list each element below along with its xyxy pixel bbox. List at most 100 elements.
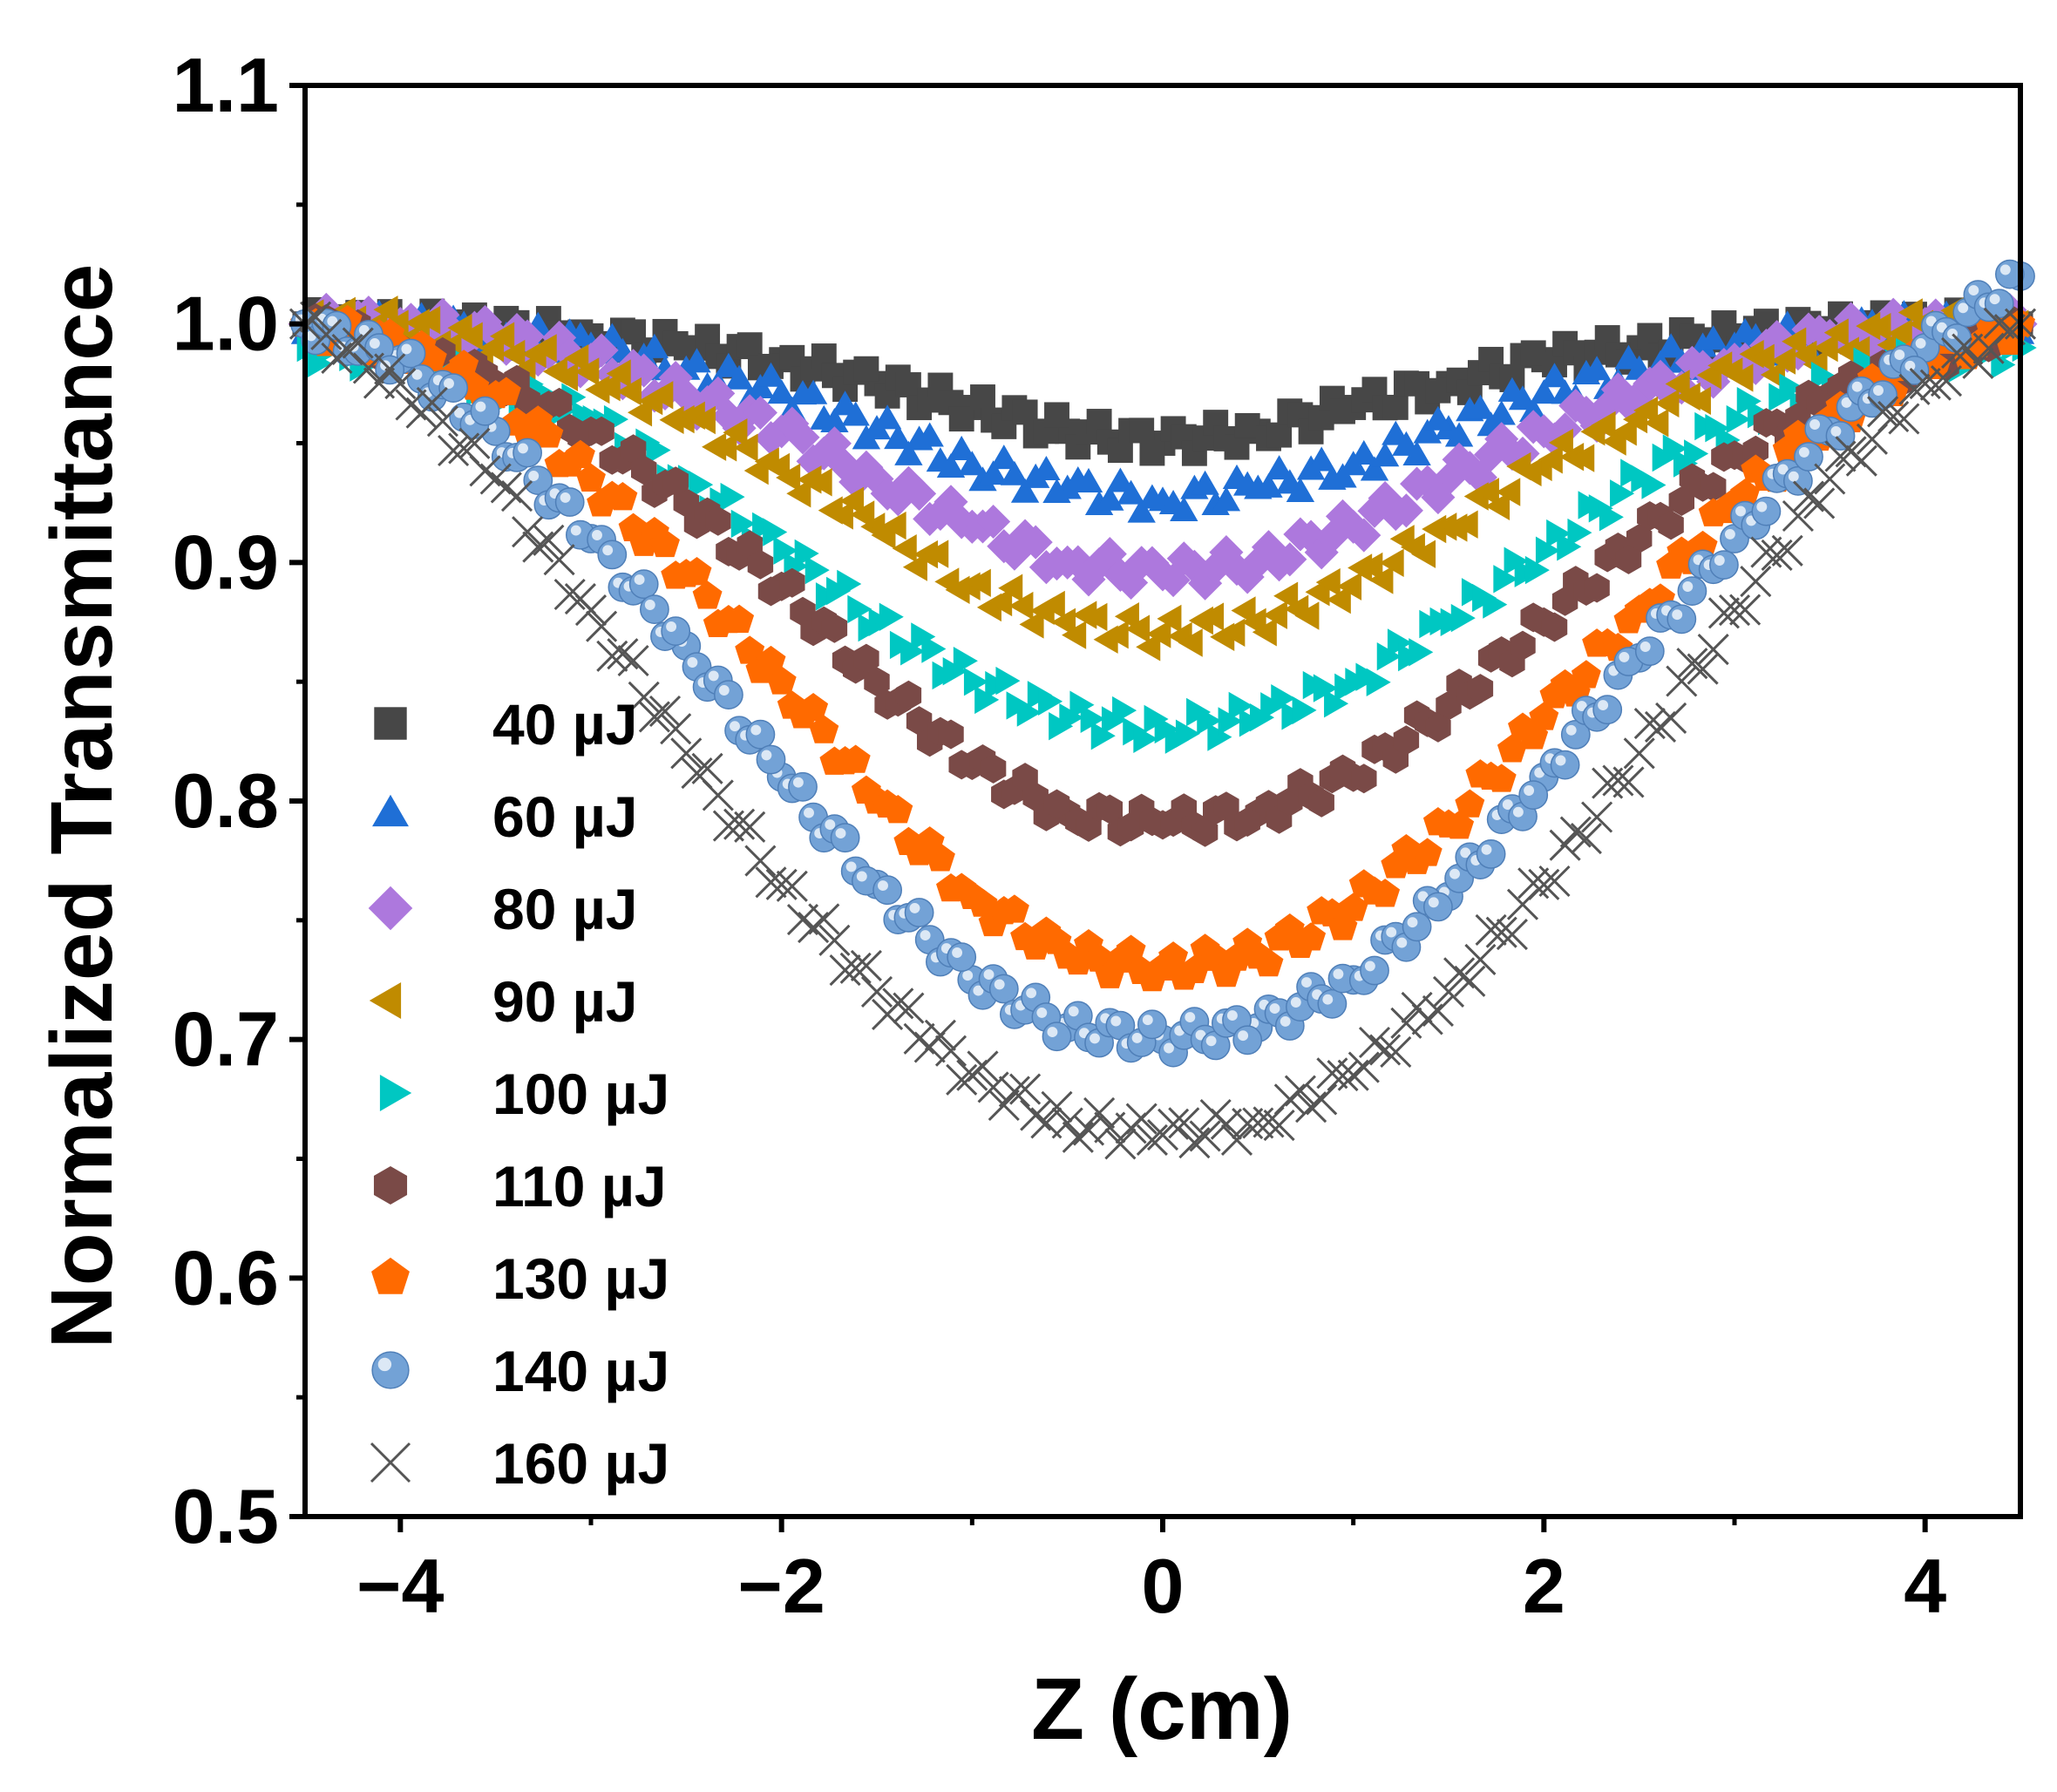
data-point bbox=[1042, 926, 1072, 954]
data-point bbox=[989, 445, 1018, 470]
data-point bbox=[1623, 737, 1655, 770]
data-point bbox=[1423, 892, 1453, 922]
data-point bbox=[1252, 618, 1277, 647]
data-point bbox=[1548, 412, 1583, 447]
data-point bbox=[342, 327, 374, 359]
data-point bbox=[1599, 503, 1624, 532]
data-point bbox=[974, 685, 1000, 715]
data-point bbox=[850, 949, 882, 981]
data-point bbox=[1855, 327, 1890, 363]
data-point bbox=[554, 487, 585, 517]
data-point bbox=[847, 594, 872, 624]
data-point bbox=[1137, 1009, 1167, 1040]
data-point bbox=[1655, 702, 1687, 734]
data-point bbox=[1329, 754, 1356, 784]
data-point bbox=[1030, 1107, 1062, 1139]
data-point bbox=[1633, 366, 1667, 401]
data-point bbox=[1467, 674, 1494, 704]
data-point bbox=[1168, 1107, 1200, 1139]
data-point bbox=[1009, 1073, 1042, 1105]
data-point bbox=[1570, 823, 1602, 855]
data-point bbox=[1326, 585, 1351, 614]
data-point bbox=[966, 568, 991, 597]
data-point bbox=[438, 373, 468, 404]
data-point bbox=[1410, 465, 1445, 499]
data-point bbox=[763, 518, 788, 546]
data-point bbox=[948, 750, 974, 780]
data-point bbox=[585, 375, 610, 404]
data-point bbox=[953, 647, 978, 675]
data-point bbox=[1749, 343, 1775, 372]
legend-item: 140 µJ bbox=[371, 1339, 669, 1403]
data-point bbox=[1166, 541, 1201, 576]
data-point bbox=[1071, 562, 1106, 597]
legend-marker bbox=[368, 886, 413, 931]
data-point bbox=[597, 540, 628, 570]
data-point bbox=[523, 465, 553, 495]
data-point bbox=[1198, 550, 1233, 585]
data-point bbox=[1452, 451, 1487, 485]
data-point bbox=[1425, 377, 1451, 404]
data-point bbox=[1041, 1090, 1073, 1123]
data-point bbox=[620, 434, 647, 465]
data-point bbox=[588, 416, 614, 446]
data-point bbox=[879, 602, 904, 631]
data-point bbox=[1537, 422, 1572, 457]
data-point bbox=[426, 405, 458, 438]
data-point bbox=[1234, 807, 1260, 837]
data-point bbox=[1062, 621, 1087, 649]
data-point bbox=[1485, 916, 1517, 948]
data-point bbox=[1158, 941, 1189, 970]
data-point bbox=[1074, 467, 1103, 492]
data-point bbox=[839, 486, 865, 515]
data-point bbox=[1668, 486, 1695, 516]
data-point bbox=[1584, 573, 1610, 603]
data-point bbox=[1412, 838, 1443, 866]
data-point bbox=[1483, 590, 1508, 619]
data-point bbox=[904, 898, 934, 927]
data-point bbox=[1740, 566, 1772, 598]
data-point bbox=[820, 408, 849, 433]
data-point bbox=[1600, 372, 1635, 407]
series-160-J bbox=[289, 301, 2037, 1160]
data-point bbox=[1602, 764, 1634, 797]
data-point bbox=[1360, 955, 1389, 986]
data-point bbox=[1518, 721, 1549, 750]
data-point bbox=[640, 333, 669, 358]
data-point bbox=[1103, 621, 1129, 649]
data-point bbox=[1641, 471, 1667, 499]
data-point bbox=[944, 505, 979, 540]
data-point bbox=[1994, 259, 2025, 289]
data-point bbox=[1615, 544, 1642, 574]
data-point bbox=[1348, 1051, 1380, 1083]
data-point bbox=[947, 942, 977, 972]
data-point bbox=[1039, 546, 1075, 581]
data-point bbox=[712, 433, 737, 462]
data-point bbox=[661, 616, 691, 646]
legend-marker bbox=[373, 1166, 408, 1205]
data-point bbox=[1042, 1022, 1072, 1052]
data-point bbox=[458, 322, 483, 350]
data-point bbox=[1887, 319, 1912, 348]
data-point bbox=[1444, 811, 1475, 839]
data-point bbox=[1475, 913, 1507, 946]
data-point bbox=[1919, 369, 1952, 401]
data-point bbox=[1038, 687, 1063, 716]
data-point bbox=[1409, 638, 1434, 667]
data-point bbox=[564, 344, 589, 373]
data-point bbox=[1232, 927, 1263, 956]
y-tick-label: 1.0 bbox=[173, 281, 279, 367]
legend-item: 110 µJ bbox=[373, 1154, 667, 1218]
legend-item: 80 µJ bbox=[368, 877, 637, 941]
data-point bbox=[765, 868, 798, 900]
data-point bbox=[648, 695, 682, 728]
data-point bbox=[1189, 1120, 1221, 1152]
data-point bbox=[1824, 440, 1857, 472]
data-point bbox=[692, 580, 723, 609]
data-point bbox=[872, 875, 902, 906]
data-point bbox=[608, 482, 638, 511]
data-point bbox=[755, 866, 787, 899]
data-point bbox=[1376, 642, 1402, 671]
data-point bbox=[606, 359, 631, 388]
data-point bbox=[438, 434, 470, 467]
